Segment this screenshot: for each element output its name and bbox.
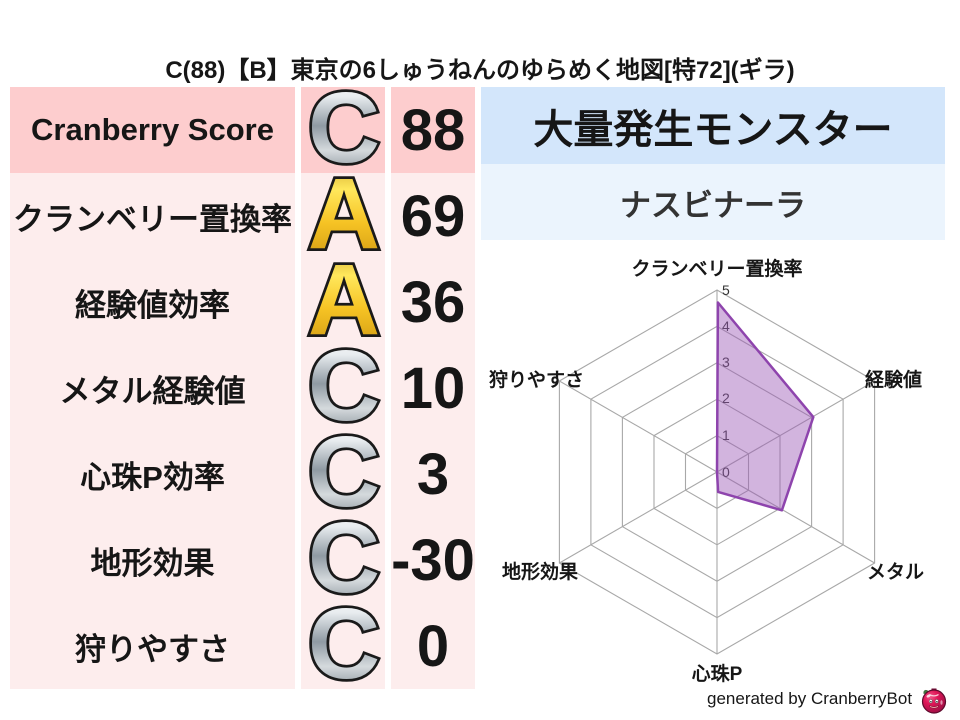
svg-text:メタル: メタル bbox=[867, 561, 924, 583]
svg-text:地形効果: 地形効果 bbox=[502, 560, 578, 583]
svg-text:狩りやすさ: 狩りやすさ bbox=[489, 368, 584, 391]
svg-text:5: 5 bbox=[722, 282, 730, 298]
svg-text:クランベリー置換率: クランベリー置換率 bbox=[631, 257, 802, 280]
svg-text:経験値: 経験値 bbox=[865, 368, 922, 391]
svg-text:心珠P: 心珠P bbox=[692, 662, 743, 685]
